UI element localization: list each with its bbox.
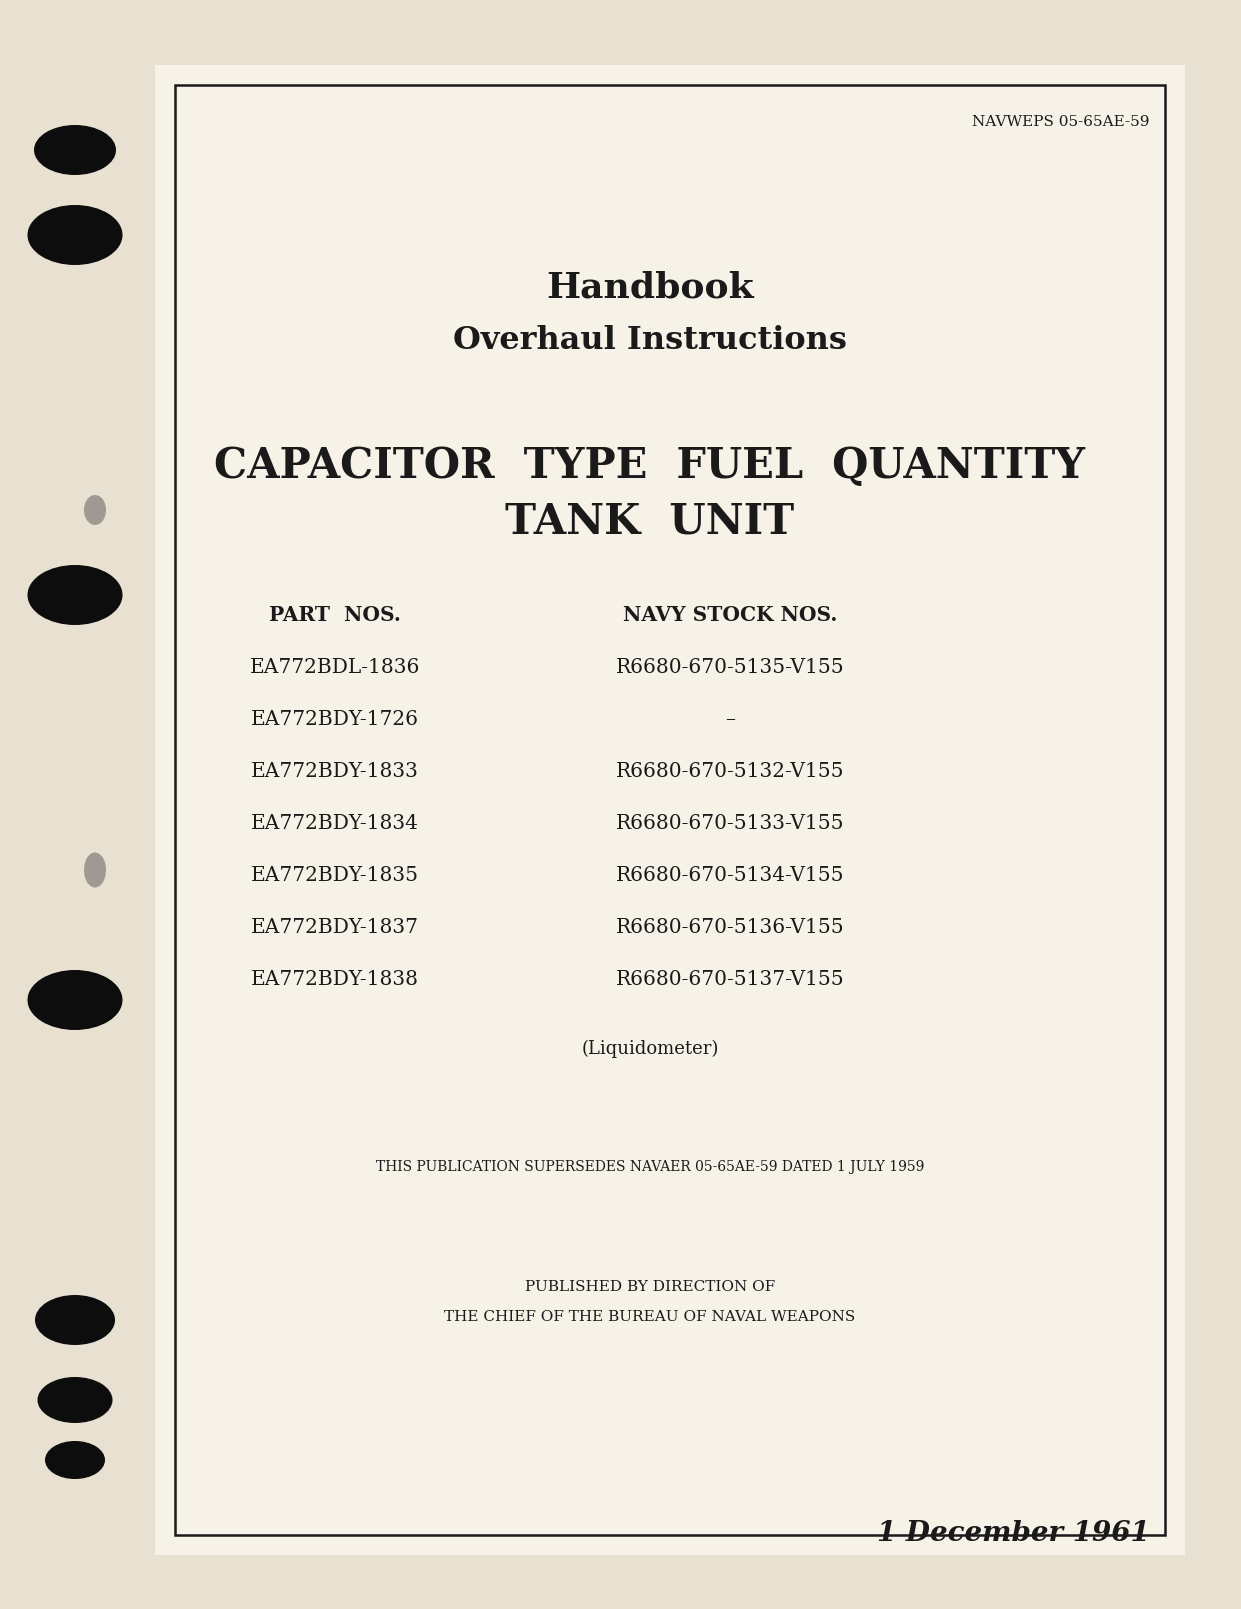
Text: CAPACITOR  TYPE  FUEL  QUANTITY: CAPACITOR TYPE FUEL QUANTITY xyxy=(215,446,1086,488)
Text: R6680-670-5136-V155: R6680-670-5136-V155 xyxy=(616,919,844,936)
Text: EA772BDY-1833: EA772BDY-1833 xyxy=(251,763,419,780)
Text: (Liquidometer): (Liquidometer) xyxy=(581,1039,719,1059)
Text: PART  NOS.: PART NOS. xyxy=(269,605,401,624)
Text: –: – xyxy=(725,710,735,729)
Text: PUBLISHED BY DIRECTION OF: PUBLISHED BY DIRECTION OF xyxy=(525,1281,776,1294)
Ellipse shape xyxy=(27,204,123,265)
Text: NAVY STOCK NOS.: NAVY STOCK NOS. xyxy=(623,605,838,624)
Text: EA772BDY-1726: EA772BDY-1726 xyxy=(251,710,419,729)
Text: THIS PUBLICATION SUPERSEDES NAVAER 05-65AE-59 DATED 1 JULY 1959: THIS PUBLICATION SUPERSEDES NAVAER 05-65… xyxy=(376,1160,925,1175)
Text: EA772BDY-1834: EA772BDY-1834 xyxy=(251,814,419,833)
Text: EA772BDL-1836: EA772BDL-1836 xyxy=(249,658,421,677)
Ellipse shape xyxy=(35,1295,115,1345)
Text: R6680-670-5132-V155: R6680-670-5132-V155 xyxy=(616,763,844,780)
Text: EA772BDY-1837: EA772BDY-1837 xyxy=(251,919,419,936)
Text: THE CHIEF OF THE BUREAU OF NAVAL WEAPONS: THE CHIEF OF THE BUREAU OF NAVAL WEAPONS xyxy=(444,1310,855,1324)
Ellipse shape xyxy=(84,496,105,525)
Ellipse shape xyxy=(27,565,123,624)
Text: Overhaul Instructions: Overhaul Instructions xyxy=(453,325,848,356)
Text: EA772BDY-1835: EA772BDY-1835 xyxy=(251,866,419,885)
Ellipse shape xyxy=(45,1442,105,1479)
Bar xyxy=(155,64,1185,1554)
Text: R6680-670-5133-V155: R6680-670-5133-V155 xyxy=(616,814,844,833)
Ellipse shape xyxy=(27,970,123,1030)
Ellipse shape xyxy=(84,853,105,888)
Text: R6680-670-5137-V155: R6680-670-5137-V155 xyxy=(616,970,844,990)
Text: 1 December 1961: 1 December 1961 xyxy=(877,1521,1150,1546)
Text: Handbook: Handbook xyxy=(546,270,753,304)
Text: R6680-670-5134-V155: R6680-670-5134-V155 xyxy=(616,866,844,885)
Ellipse shape xyxy=(34,126,115,175)
Text: EA772BDY-1838: EA772BDY-1838 xyxy=(251,970,419,990)
Text: NAVWEPS 05-65AE-59: NAVWEPS 05-65AE-59 xyxy=(973,114,1150,129)
Bar xyxy=(175,85,1165,1535)
Ellipse shape xyxy=(37,1377,113,1422)
Text: R6680-670-5135-V155: R6680-670-5135-V155 xyxy=(616,658,844,677)
Text: TANK  UNIT: TANK UNIT xyxy=(505,500,794,542)
